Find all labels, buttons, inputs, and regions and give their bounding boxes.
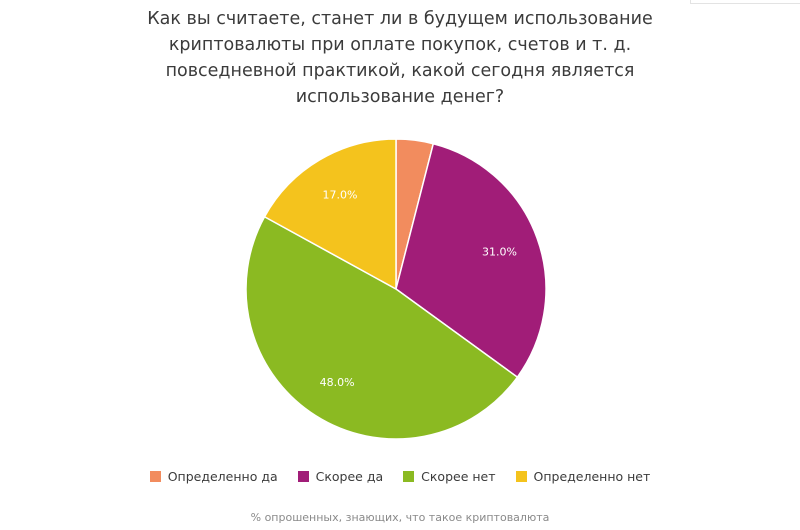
title-line-4: использование денег? — [295, 87, 505, 107]
title-line-3: повседневной практикой, какой сегодня яв… — [165, 61, 635, 81]
slice-data-label-4: 17.0% — [323, 188, 358, 201]
corner-decoration — [690, 0, 800, 4]
legend-swatch — [515, 471, 527, 482]
legend-label: Скорее нет — [421, 469, 496, 484]
title-line-2: криптовалюты при оплате покупок, счетов … — [168, 35, 632, 55]
legend-item-definitely-no[interactable]: Определенно нет — [515, 469, 651, 484]
legend-item-rather-yes[interactable]: Скорее да — [297, 469, 384, 484]
slice-data-label-3: 48.0% — [320, 376, 355, 389]
chart-legend: Определенно да Скорее да Скорее нет Опре… — [0, 469, 800, 484]
legend-item-rather-no[interactable]: Скорее нет — [403, 469, 496, 484]
chart-footnote: % опрошенных, знающих, что такое криптов… — [250, 511, 550, 524]
slice-data-label-2: 31.0% — [482, 246, 517, 259]
legend-label: Определенно нет — [533, 469, 651, 484]
pie-slice-4[interactable] — [263, 138, 397, 291]
legend-label: Определенно да — [167, 469, 278, 484]
pie-slice-2[interactable] — [395, 142, 547, 379]
legend-label: Скорее да — [315, 469, 384, 484]
legend-swatch — [403, 471, 415, 482]
legend-item-definitely-yes[interactable]: Определенно да — [149, 469, 278, 484]
title-line-1: Как вы считаете, станет ли в будущем исп… — [147, 9, 653, 29]
legend-swatch — [149, 471, 161, 482]
legend-swatch — [297, 471, 309, 482]
pie-slice-3[interactable] — [245, 215, 519, 440]
chart-title: Как вы считаете, станет ли в будущем исп… — [100, 6, 700, 110]
